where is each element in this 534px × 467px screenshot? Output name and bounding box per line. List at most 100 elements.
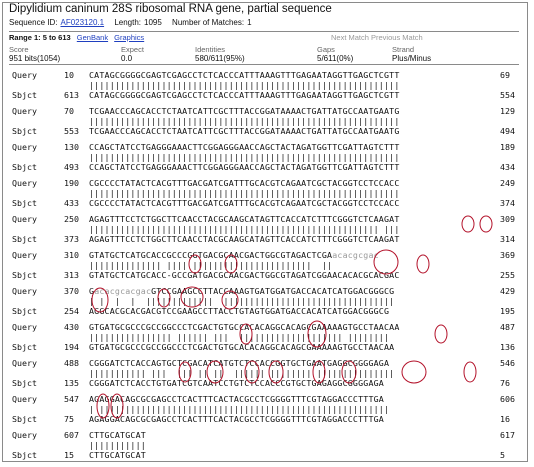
match-bars: | ||||||||||||||||||||||||||||||||||||||…	[89, 404, 390, 414]
subject-end: 255	[500, 270, 515, 280]
query-label: Query	[12, 214, 37, 224]
mismatch-annotation-circle	[91, 287, 109, 313]
sequence-meta: Sequence ID: AF023120.1 Length: 1095 Numbe…	[9, 18, 252, 27]
query-start: 430	[64, 322, 79, 332]
mismatch-annotation-circle	[401, 360, 427, 384]
query-start: 70	[64, 106, 74, 116]
subject-end: 16	[500, 414, 510, 424]
identities-value: 580/611(95%)	[195, 54, 245, 63]
subject-sequence: GTGATGCGCCCGCCGGCCCTCGACTGTGCACACAGGCACA…	[89, 342, 395, 352]
subject-sequence: CGCCCCTATACTCACGTTTGACGATCGATTTGCACGTCAG…	[89, 198, 400, 208]
query-start: 10	[64, 70, 74, 80]
query-end: 369	[500, 250, 515, 260]
mismatch-annotation-circle	[461, 215, 475, 233]
query-end: 309	[500, 214, 515, 224]
query-end: 487	[500, 322, 515, 332]
mismatch-annotation-circle	[434, 324, 448, 344]
mismatch-annotation-circle	[221, 290, 239, 310]
header-divider	[9, 31, 519, 32]
identities-header: Identities	[195, 45, 226, 54]
match-bars: ||||||||||||||||||||||||||||||||||||||||…	[89, 80, 400, 90]
query-label: Query	[12, 322, 37, 332]
subject-label: Sbjct	[12, 306, 37, 316]
query-end: 189	[500, 142, 515, 152]
subject-end: 5	[500, 450, 505, 460]
mismatch-annotation-circle	[307, 320, 327, 348]
genbank-link[interactable]: GenBank	[76, 33, 109, 42]
query-start: 310	[64, 250, 79, 260]
expect-value: 0.0	[121, 54, 133, 63]
mismatch-annotation-circle	[341, 360, 357, 384]
subject-label: Sbjct	[12, 342, 37, 352]
query-label: Query	[12, 430, 37, 440]
mismatch-annotation-circle	[157, 288, 171, 308]
subject-end: 195	[500, 306, 515, 316]
subject-label: Sbjct	[12, 270, 37, 280]
range-label: Range 1: 5 to 613	[9, 33, 71, 42]
mismatch-annotation-circle	[188, 254, 202, 274]
query-sequence-main: CTTGCATGCAT	[89, 430, 146, 440]
match-bars: |||||||||||||||| |||||| ||| ||||||||||||…	[89, 332, 390, 342]
subject-sequence: CATAGCGGGGCGAGTCGAGCCTCTCACCCATTTAAAGTTT…	[89, 90, 400, 100]
subject-start: 194	[64, 342, 79, 352]
query-start: 370	[64, 286, 79, 296]
query-label: Query	[12, 394, 37, 404]
subject-start: 493	[64, 162, 79, 172]
query-sequence: TCGAACCCAGCACCTCTAATCATTCGCTTTACCGGATAAA…	[89, 106, 400, 116]
gaps-value: 5/611(0%)	[317, 54, 354, 63]
query-sequence-main: AGAGTTTCCTCTGGCTTCAACCTACGCAAGCATAGTTCAC…	[89, 214, 400, 224]
expect-header: Expect	[121, 45, 144, 54]
query-masked-sequence: acacgcgac	[332, 250, 379, 260]
subject-end: 374	[500, 198, 515, 208]
query-sequence-prefix: G	[89, 286, 95, 296]
graphics-link[interactable]: Graphics	[114, 33, 145, 42]
subject-label: Sbjct	[12, 450, 37, 460]
query-end: 69	[500, 70, 510, 80]
query-start: 250	[64, 214, 79, 224]
range-bar: Range 1: 5 to 613 GenBank Graphics Next …	[9, 33, 519, 42]
score-header: Score	[9, 45, 29, 54]
gaps-header: Gaps	[317, 45, 335, 54]
mismatch-annotation-circle	[224, 254, 238, 274]
match-bars: |||||||||||	[89, 440, 146, 450]
match-bars: |||||||||||||| |||| ||||||||||||||||||||…	[89, 260, 333, 270]
subject-label: Sbjct	[12, 90, 37, 100]
subject-end: 554	[500, 90, 515, 100]
query-start: 607	[64, 430, 79, 440]
subject-label: Sbjct	[12, 198, 37, 208]
query-start: 547	[64, 394, 79, 404]
length-label: Length:	[114, 18, 142, 27]
strand-header: Strand	[392, 45, 415, 54]
match-bars: ||||||||||||||||||||||||||||||||||||||||…	[89, 224, 400, 234]
query-sequence-main: AGAGGACAGCGCGAGCCTCACTTTCACTACGCCTCGGGGT…	[89, 394, 384, 404]
sequence-id-label: Sequence ID:	[9, 18, 58, 27]
sequence-id-link[interactable]: AF023120.1	[60, 18, 105, 27]
query-sequence-main: CGCCCCTATACTCACGTTTGACGATCGATTTGCACGTCAG…	[89, 178, 400, 188]
mismatch-annotation-circle	[180, 286, 204, 308]
subject-end: 314	[500, 234, 515, 244]
query-end: 129	[500, 106, 515, 116]
query-start: 190	[64, 178, 79, 188]
query-sequence: GacacgcacgacGTCCGAAGCCTTACCAAAGTGATGGATG…	[89, 286, 394, 296]
query-label: Query	[12, 70, 37, 80]
mismatch-annotation-circle	[268, 360, 284, 384]
query-sequence: GTGATGCGCCCGCCGGCCCTCGACTGTGCCACACAGGCAC…	[89, 322, 400, 332]
mismatch-annotation-circle	[110, 393, 124, 419]
subject-end: 76	[500, 378, 510, 388]
query-start: 130	[64, 142, 79, 152]
query-label: Query	[12, 106, 37, 116]
subject-sequence: CCAGCTATCCTGAGGGAAACTTCGGAGGGAACCAGCTACT…	[89, 162, 400, 172]
match-bars: ||||||||||| ||| ||| || || |||||| |||||||…	[89, 368, 395, 378]
query-sequence-main: TCGAACCCAGCACCTCTAATCATTCGCTTTACCGGATAAA…	[89, 106, 400, 116]
query-sequence: CATAGCGGGGCGAGTCGAGCCTCTCACCCATTTAAAGTTT…	[89, 70, 400, 80]
match-navigation[interactable]: Next Match Previous Match	[331, 33, 423, 42]
subject-sequence: CGGGATCTCACCTGTGATCGTCAATCCTGTCTCCACCCGT…	[89, 378, 384, 388]
subject-sequence: AGAGTTTCCTCTGGCTTCAACCTACGCAAGCATAGTTCAC…	[89, 234, 400, 244]
mismatch-annotation-circle	[206, 360, 224, 384]
subject-sequence: AGAGGACAGCGCGAGCCTCACTTTCACTACGCCTCGGGGT…	[89, 414, 384, 424]
mismatch-annotation-circle	[463, 361, 477, 383]
query-sequence: AGAGGACAGCGCGAGCCTCACTTTCACTACGCCTCGGGGT…	[89, 394, 384, 404]
mismatch-annotation-circle	[312, 360, 326, 384]
query-sequence: CGCCCCTATACTCACGTTTGACGATCGATTTGCACGTCAG…	[89, 178, 400, 188]
